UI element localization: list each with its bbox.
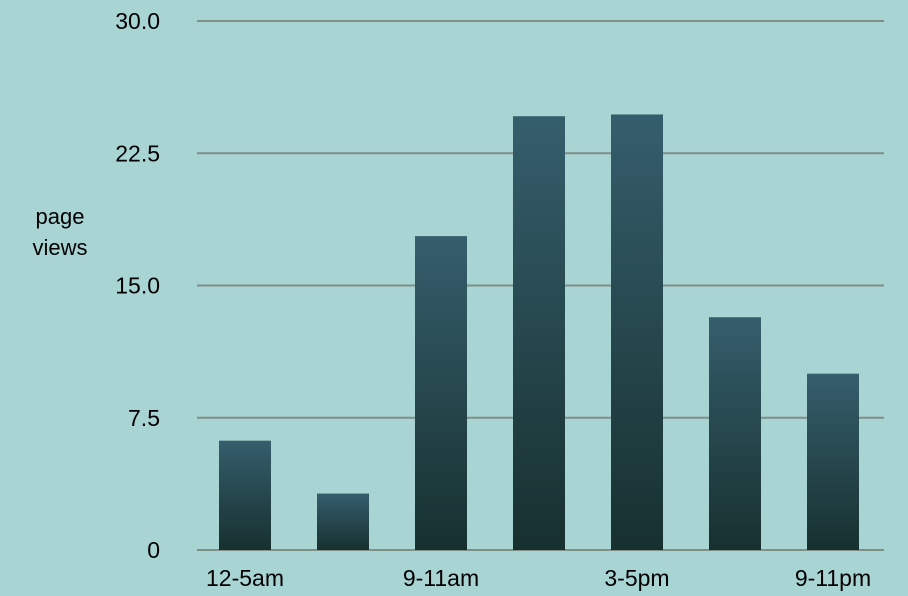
x-tick-label: 9-11pm xyxy=(795,565,871,591)
x-axis-ticks: 12-5am 9-11am 3-5pm 9-11pm xyxy=(206,565,871,591)
bars xyxy=(219,114,859,551)
bar-9-11am xyxy=(415,236,467,551)
bar-6-8pm xyxy=(709,317,761,550)
y-tick-label: 30.0 xyxy=(115,8,160,34)
x-tick-label: 12-5am xyxy=(206,565,284,591)
y-axis-label-line: page xyxy=(36,204,85,229)
y-tick-label: 0 xyxy=(147,537,160,563)
x-tick-label: 3-5pm xyxy=(604,565,669,591)
x-tick-label: 9-11am xyxy=(403,565,479,591)
y-tick-label: 15.0 xyxy=(115,273,160,299)
y-axis-label-line: views xyxy=(32,235,87,260)
y-tick-label: 22.5 xyxy=(115,140,160,166)
bar-9-11pm xyxy=(807,373,859,550)
bar-12-2pm xyxy=(513,116,565,550)
y-tick-label: 7.5 xyxy=(128,405,160,431)
bar-3-5pm xyxy=(611,114,663,550)
y-axis-label: page views xyxy=(32,204,87,260)
bar-6-8am xyxy=(317,493,369,550)
y-axis-ticks: 0 7.5 15.0 22.5 30.0 xyxy=(115,8,160,563)
bar-12-5am xyxy=(219,440,271,550)
